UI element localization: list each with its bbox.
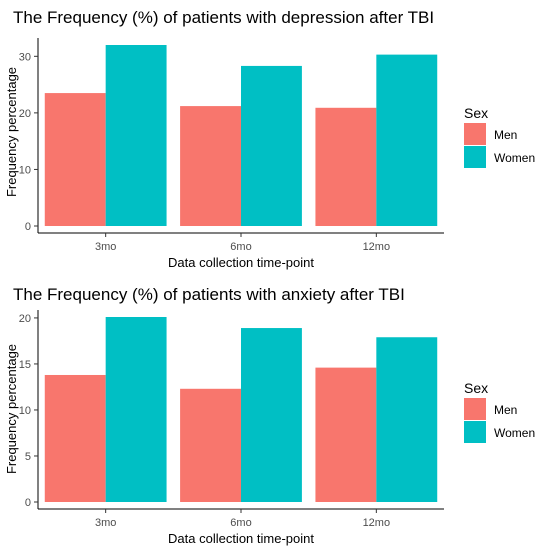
legend-label-men: Men bbox=[494, 403, 517, 417]
bar-men-12mo bbox=[315, 107, 377, 226]
bar-women-6mo bbox=[241, 328, 302, 502]
y-tick-label: 0 bbox=[25, 221, 31, 233]
legend-label-men: Men bbox=[494, 128, 517, 142]
bar-women-12mo bbox=[376, 337, 438, 502]
x-tick-label: 3mo bbox=[95, 241, 116, 253]
legend-swatch-men bbox=[464, 398, 486, 420]
x-axis-ticks: 3mo 6mo 12mo bbox=[95, 509, 390, 529]
x-axis-ticks: 3mo 6mo 12mo bbox=[95, 233, 390, 253]
y-tick-label: 10 bbox=[19, 405, 31, 417]
bar-men-6mo bbox=[180, 106, 241, 226]
bar-men-6mo bbox=[180, 388, 241, 502]
legend-swatch-men bbox=[464, 123, 486, 145]
legend-title: Sex bbox=[464, 380, 488, 396]
bar-women-3mo bbox=[105, 45, 167, 226]
chart-panel-anxiety: The Frequency (%) of patients with anxie… bbox=[4, 285, 535, 546]
x-tick-label: 3mo bbox=[95, 517, 116, 529]
y-tick-label: 15 bbox=[19, 359, 31, 371]
bar-women-3mo bbox=[105, 317, 167, 502]
x-axis-title: Data collection time-point bbox=[168, 531, 314, 546]
x-tick-label: 12mo bbox=[363, 241, 391, 253]
chart-title: The Frequency (%) of patients with depre… bbox=[13, 8, 434, 27]
y-axis-title: Frequency percentage bbox=[4, 344, 19, 474]
legend-label-women: Women bbox=[494, 426, 535, 440]
chart-panel-depression: The Frequency (%) of patients with depre… bbox=[4, 8, 535, 270]
legend-swatch-women bbox=[464, 146, 486, 168]
y-tick-label: 20 bbox=[19, 313, 31, 325]
y-tick-label: 0 bbox=[25, 497, 31, 509]
x-axis-title: Data collection time-point bbox=[168, 255, 314, 270]
x-tick-label: 6mo bbox=[230, 241, 251, 253]
legend-title: Sex bbox=[464, 105, 488, 121]
bar-men-3mo bbox=[44, 374, 106, 502]
x-tick-label: 12mo bbox=[363, 517, 391, 529]
chart-title: The Frequency (%) of patients with anxie… bbox=[13, 285, 405, 304]
bar-women-6mo bbox=[241, 65, 302, 226]
y-tick-label: 5 bbox=[25, 451, 31, 463]
bar-men-3mo bbox=[44, 93, 106, 226]
y-axis-ticks: 0 10 20 30 bbox=[19, 51, 38, 233]
bar-women-12mo bbox=[376, 54, 438, 226]
legend: Sex Men Women bbox=[464, 380, 535, 443]
y-tick-label: 20 bbox=[19, 108, 31, 120]
bar-group bbox=[44, 317, 438, 502]
bar-men-12mo bbox=[315, 367, 377, 502]
y-axis-ticks: 0 5 10 15 20 bbox=[19, 313, 38, 509]
y-tick-label: 10 bbox=[19, 164, 31, 176]
legend-swatch-women bbox=[464, 421, 486, 443]
x-tick-label: 6mo bbox=[230, 517, 251, 529]
y-tick-label: 30 bbox=[19, 51, 31, 63]
y-axis-title: Frequency percentage bbox=[4, 67, 19, 197]
legend: Sex Men Women bbox=[464, 105, 535, 168]
legend-label-women: Women bbox=[494, 151, 535, 165]
bar-group bbox=[44, 45, 438, 226]
